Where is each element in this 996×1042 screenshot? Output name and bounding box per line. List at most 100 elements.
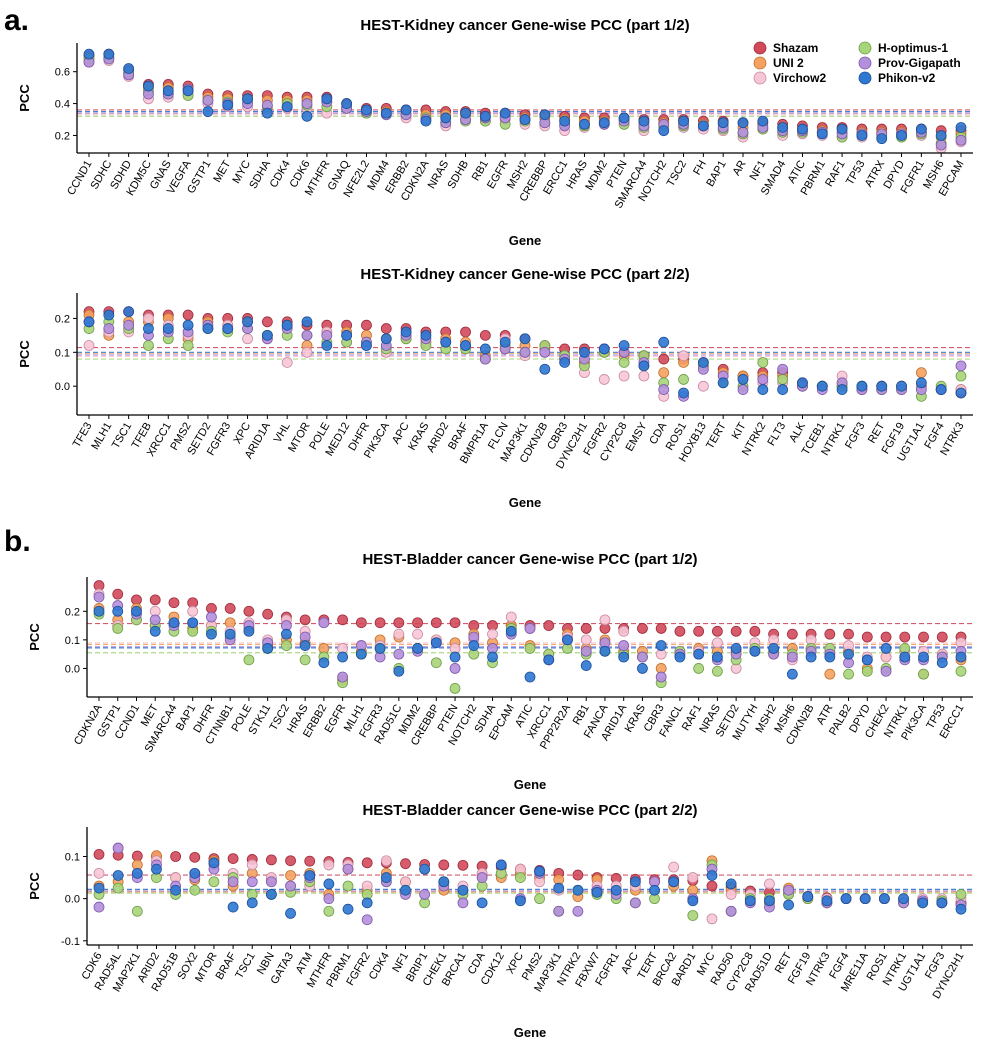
data-point bbox=[572, 884, 584, 896]
data-point bbox=[757, 357, 769, 368]
data-point bbox=[706, 913, 718, 925]
data-point bbox=[479, 343, 491, 355]
data-point bbox=[400, 858, 411, 870]
data-point bbox=[182, 319, 194, 331]
data-point bbox=[323, 859, 335, 871]
data-point bbox=[783, 884, 794, 896]
x-tick-label: TSC1 bbox=[233, 951, 257, 981]
data-point bbox=[955, 665, 967, 677]
data-point bbox=[856, 130, 868, 141]
data-point bbox=[361, 104, 372, 116]
data-point bbox=[93, 591, 105, 603]
charts: HEST-Kidney cancer Gene-wise PCC (part 1… bbox=[17, 17, 973, 1040]
data-point bbox=[539, 109, 551, 121]
data-point bbox=[505, 625, 517, 637]
data-point bbox=[880, 643, 892, 654]
data-point bbox=[618, 640, 630, 651]
data-point bbox=[655, 623, 667, 634]
data-point bbox=[476, 897, 488, 909]
data-point bbox=[764, 895, 775, 907]
data-point bbox=[206, 611, 217, 623]
data-point bbox=[393, 628, 405, 640]
series-prov-gigapath bbox=[83, 53, 967, 151]
data-point bbox=[678, 374, 689, 385]
x-tick-label: AR bbox=[731, 158, 749, 177]
legend-marker bbox=[858, 56, 872, 70]
data-point bbox=[553, 882, 565, 894]
data-point bbox=[261, 107, 273, 119]
data-point bbox=[262, 608, 274, 620]
data-point bbox=[265, 854, 277, 866]
data-point bbox=[678, 350, 689, 362]
data-point bbox=[112, 623, 124, 634]
data-point bbox=[93, 848, 105, 860]
data-point bbox=[460, 107, 471, 119]
x-tick-label: EMSY bbox=[624, 420, 650, 454]
data-point bbox=[797, 377, 808, 389]
data-point bbox=[280, 628, 292, 640]
data-point bbox=[737, 374, 749, 385]
data-point bbox=[487, 651, 498, 663]
data-point bbox=[693, 648, 705, 660]
data-point bbox=[777, 363, 789, 375]
x-tick-label: BRAF bbox=[214, 950, 239, 982]
data-point bbox=[918, 668, 929, 680]
data-point bbox=[131, 605, 142, 617]
data-point bbox=[460, 326, 471, 338]
data-point bbox=[599, 645, 611, 657]
series-prov-gigapath bbox=[93, 842, 967, 926]
chart-3: HEST-Bladder cancer Gene-wise PCC (part … bbox=[27, 551, 973, 792]
series-virchow2 bbox=[83, 55, 967, 154]
data-point bbox=[786, 651, 798, 663]
data-point bbox=[280, 640, 292, 651]
y-tick-label: 0.2 bbox=[55, 130, 70, 142]
data-point bbox=[936, 657, 948, 669]
data-point bbox=[737, 384, 749, 395]
data-point bbox=[658, 125, 670, 137]
data-point bbox=[935, 384, 947, 395]
data-point bbox=[562, 634, 573, 646]
data-point bbox=[737, 126, 749, 138]
data-point bbox=[936, 897, 948, 909]
data-point bbox=[668, 876, 680, 888]
legend-item: Shazam bbox=[753, 41, 818, 55]
data-point bbox=[168, 617, 180, 629]
data-point bbox=[711, 651, 723, 663]
panel-label-b: b. bbox=[4, 525, 31, 558]
series-phikon-v2 bbox=[93, 605, 967, 683]
data-point bbox=[579, 118, 590, 130]
data-point bbox=[337, 671, 349, 683]
data-point bbox=[749, 645, 761, 657]
data-point bbox=[843, 668, 854, 680]
data-point bbox=[246, 876, 258, 888]
y-axis-label: PCC bbox=[27, 872, 42, 900]
x-tick-label: BAP1 bbox=[704, 159, 728, 189]
data-point bbox=[479, 329, 491, 341]
data-point bbox=[400, 326, 412, 338]
data-point bbox=[143, 323, 154, 334]
data-point bbox=[149, 625, 161, 637]
y-tick-label: 0.4 bbox=[55, 99, 70, 111]
y-tick-label: -0.1 bbox=[61, 936, 80, 948]
data-point bbox=[915, 367, 927, 379]
data-point bbox=[206, 628, 217, 640]
x-tick-label: RAF1 bbox=[823, 159, 847, 189]
data-point bbox=[103, 323, 115, 334]
data-point bbox=[936, 631, 948, 643]
data-point bbox=[786, 628, 798, 640]
data-point bbox=[400, 884, 411, 896]
data-point bbox=[318, 617, 330, 629]
data-point bbox=[182, 85, 194, 97]
data-point bbox=[706, 880, 718, 892]
data-point bbox=[412, 628, 423, 640]
data-point bbox=[524, 643, 536, 654]
data-point bbox=[935, 130, 947, 141]
data-point bbox=[208, 857, 220, 869]
data-point bbox=[876, 380, 888, 392]
data-point bbox=[299, 640, 311, 651]
data-point bbox=[534, 893, 545, 905]
data-point bbox=[693, 663, 705, 674]
data-point bbox=[224, 603, 236, 614]
